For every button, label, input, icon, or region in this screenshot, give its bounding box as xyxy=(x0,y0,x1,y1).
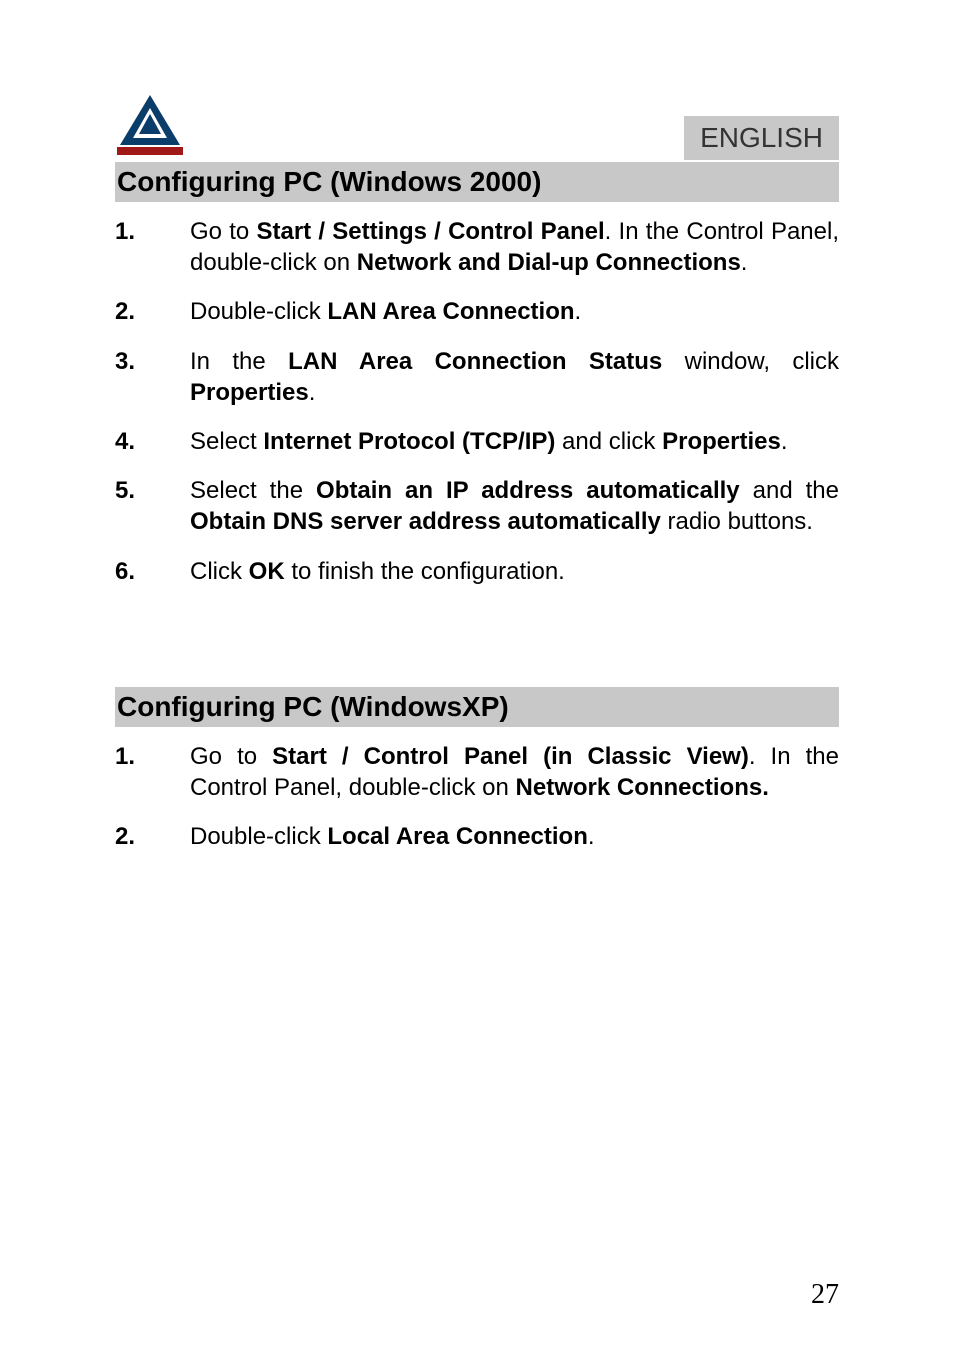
step-text: Double-click LAN Area Connection. xyxy=(190,296,839,327)
bold-text: Properties xyxy=(190,379,309,406)
plain-text: radio buttons. xyxy=(661,508,813,535)
sections-container: Configuring PC (Windows 2000)1.Go to Sta… xyxy=(115,162,839,852)
step-number: 6. xyxy=(115,556,190,587)
plain-text: . xyxy=(781,428,788,455)
bold-text: Start / Control Panel (in Classic View) xyxy=(272,743,749,770)
section-gap xyxy=(115,647,839,687)
bold-text: Internet Protocol (TCP/IP) xyxy=(263,428,555,455)
bold-text: Obtain DNS server address automatically xyxy=(190,508,661,535)
plain-text: and the xyxy=(740,477,839,504)
step-text: Double-click Local Area Connection. xyxy=(190,821,839,852)
plain-text: and click xyxy=(555,428,662,455)
plain-text: to finish the configuration. xyxy=(285,558,565,585)
page-number: 27 xyxy=(811,1279,839,1311)
section-heading: Configuring PC (WindowsXP) xyxy=(115,687,839,727)
step-item: 2.Double-click Local Area Connection. xyxy=(115,821,839,852)
bold-text: Properties xyxy=(662,428,781,455)
plain-text: Double-click xyxy=(190,298,327,325)
bold-text: LAN Area Connection xyxy=(327,298,574,325)
step-text: In the LAN Area Connection Status window… xyxy=(190,346,839,408)
plain-text: . xyxy=(309,379,316,406)
plain-text: Select xyxy=(190,428,263,455)
step-item: 3.In the LAN Area Connection Status wind… xyxy=(115,346,839,408)
step-text: Go to Start / Control Panel (in Classic … xyxy=(190,741,839,803)
step-list: 1.Go to Start / Control Panel (in Classi… xyxy=(115,741,839,853)
header-row: ENGLISH xyxy=(115,90,839,160)
step-text: Select Internet Protocol (TCP/IP) and cl… xyxy=(190,426,839,457)
section-heading: Configuring PC (Windows 2000) xyxy=(115,162,839,202)
step-number: 1. xyxy=(115,216,190,278)
step-number: 2. xyxy=(115,296,190,327)
plain-text: Go to xyxy=(190,743,272,770)
step-number: 3. xyxy=(115,346,190,408)
step-number: 2. xyxy=(115,821,190,852)
step-item: 1.Go to Start / Settings / Control Panel… xyxy=(115,216,839,278)
bold-text: OK xyxy=(249,558,285,585)
step-text: Click OK to finish the configuration. xyxy=(190,556,839,587)
bold-text: Network Connections. xyxy=(516,774,769,801)
plain-text: In the xyxy=(190,348,288,375)
step-number: 5. xyxy=(115,475,190,537)
step-item: 1.Go to Start / Control Panel (in Classi… xyxy=(115,741,839,803)
bold-text: Start / Settings / Control Panel xyxy=(256,218,604,245)
step-item: 5.Select the Obtain an IP address automa… xyxy=(115,475,839,537)
bold-text: LAN Area Connection Status xyxy=(288,348,662,375)
plain-text: window, click xyxy=(662,348,839,375)
company-logo xyxy=(115,90,185,160)
step-item: 4.Select Internet Protocol (TCP/IP) and … xyxy=(115,426,839,457)
step-text: Select the Obtain an IP address automati… xyxy=(190,475,839,537)
plain-text: . xyxy=(741,249,748,276)
language-badge: ENGLISH xyxy=(684,116,839,160)
step-text: Go to Start / Settings / Control Panel. … xyxy=(190,216,839,278)
step-item: 2.Double-click LAN Area Connection. xyxy=(115,296,839,327)
plain-text: Select the xyxy=(190,477,316,504)
plain-text: Click xyxy=(190,558,249,585)
bold-text: Local Area Connection xyxy=(327,823,587,850)
bold-text: Obtain an IP address automatically xyxy=(316,477,740,504)
plain-text: Go to xyxy=(190,218,256,245)
bold-text: Network and Dial-up Connections xyxy=(357,249,741,276)
plain-text: . xyxy=(588,823,595,850)
step-list: 1.Go to Start / Settings / Control Panel… xyxy=(115,216,839,587)
step-number: 1. xyxy=(115,741,190,803)
plain-text: . xyxy=(575,298,582,325)
plain-text: Double-click xyxy=(190,823,327,850)
step-item: 6.Click OK to finish the configuration. xyxy=(115,556,839,587)
step-number: 4. xyxy=(115,426,190,457)
